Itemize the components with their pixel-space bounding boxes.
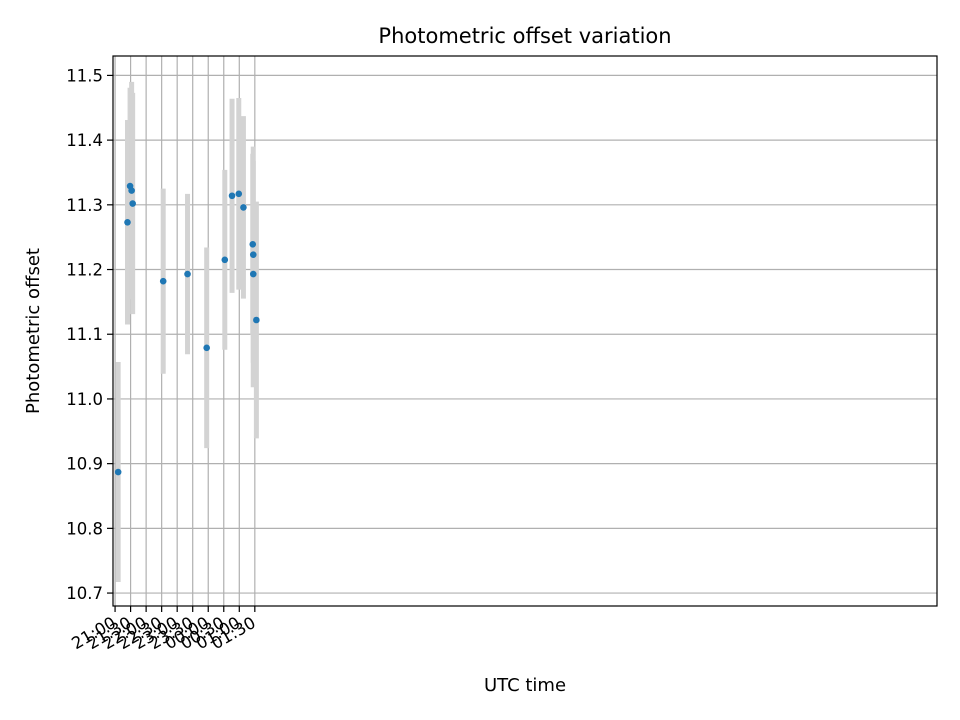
data-point — [253, 316, 260, 324]
y-axis-label: Photometric offset — [23, 248, 44, 414]
grid — [113, 56, 937, 606]
y-tick-label: 11.3 — [66, 196, 103, 215]
plot-frame — [112, 55, 938, 607]
x-axis-label: UTC time — [484, 675, 566, 696]
y-tick-label: 11.1 — [66, 325, 103, 344]
data-point — [184, 270, 191, 278]
x-axis: 21:0021:3022:0022:3023:0023:3000:0000:30… — [68, 606, 259, 653]
data-points — [114, 182, 260, 476]
y-tick-label: 11.0 — [66, 390, 103, 409]
data-point — [240, 204, 247, 211]
data-point — [235, 190, 243, 198]
y-tick-label: 11.5 — [66, 66, 103, 85]
data-point — [228, 192, 236, 200]
data-point — [129, 200, 136, 207]
data-point — [249, 251, 257, 258]
data-point — [159, 277, 167, 285]
data-point — [114, 468, 122, 476]
y-tick-label: 10.7 — [66, 584, 103, 603]
y-axis: 10.7 10.8 10.9 11.0 11.1 11.2 11.3 11.4 11.5 — [66, 66, 113, 603]
y-tick-label: 10.9 — [66, 455, 103, 474]
y-tick-label: 10.8 — [66, 519, 103, 538]
data-point — [221, 256, 229, 264]
data-point — [249, 270, 257, 278]
y-tick-label: 11.2 — [66, 261, 103, 280]
chart-title: Photometric offset variation — [378, 24, 671, 48]
y-tick-label: 11.4 — [66, 131, 103, 150]
data-point — [203, 344, 210, 352]
data-point — [124, 218, 131, 226]
data-point — [249, 240, 257, 248]
data-point — [128, 187, 135, 194]
errorbars — [115, 81, 259, 583]
